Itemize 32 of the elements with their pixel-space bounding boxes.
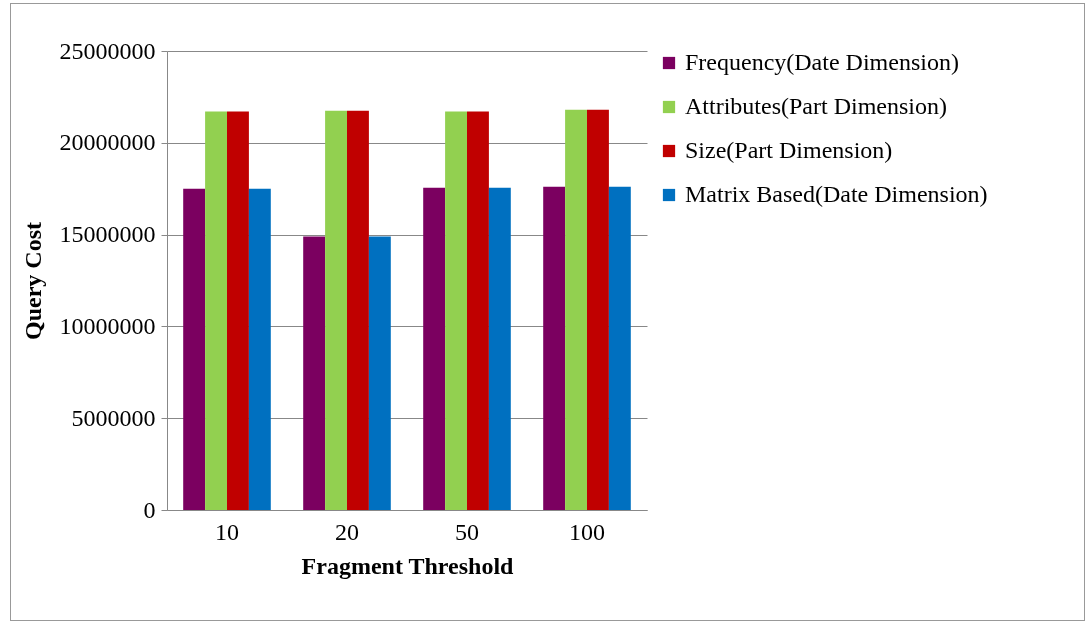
legend-label: Attributes(Part Dimension)	[685, 93, 947, 119]
y-tick-label: 0	[143, 496, 156, 523]
legend-label: Size(Part Dimension)	[685, 137, 893, 163]
x-axis-title: Fragment Threshold	[301, 552, 515, 579]
y-tick-label: 10000000	[59, 312, 156, 339]
bar	[608, 186, 631, 510]
bar	[488, 187, 511, 510]
bar	[248, 188, 271, 510]
bar	[467, 111, 489, 510]
legend-label: Matrix Based(Date Dimension)	[685, 181, 988, 207]
bar	[423, 187, 446, 510]
y-tick-label: 25000000	[59, 37, 156, 64]
x-tick-label: 10	[215, 518, 239, 545]
bar	[368, 236, 391, 510]
x-tick-label: 50	[455, 518, 479, 545]
bar	[445, 111, 467, 510]
bar	[347, 110, 369, 510]
bar	[227, 111, 249, 510]
x-tick-label: 20	[335, 518, 359, 545]
legend-label: Frequency(Date Dimension)	[685, 49, 959, 75]
y-tick-label: 5000000	[71, 404, 156, 431]
bar	[183, 188, 206, 510]
x-tick-label: 100	[569, 518, 605, 545]
y-axis-title: Query Cost	[19, 222, 46, 340]
bar	[543, 186, 566, 510]
bar	[565, 109, 587, 510]
bar	[587, 109, 609, 510]
bar	[303, 236, 326, 510]
y-tick-label: 20000000	[59, 129, 156, 156]
bar	[325, 110, 347, 510]
y-tick-label: 15000000	[59, 221, 156, 248]
bar	[205, 111, 227, 510]
